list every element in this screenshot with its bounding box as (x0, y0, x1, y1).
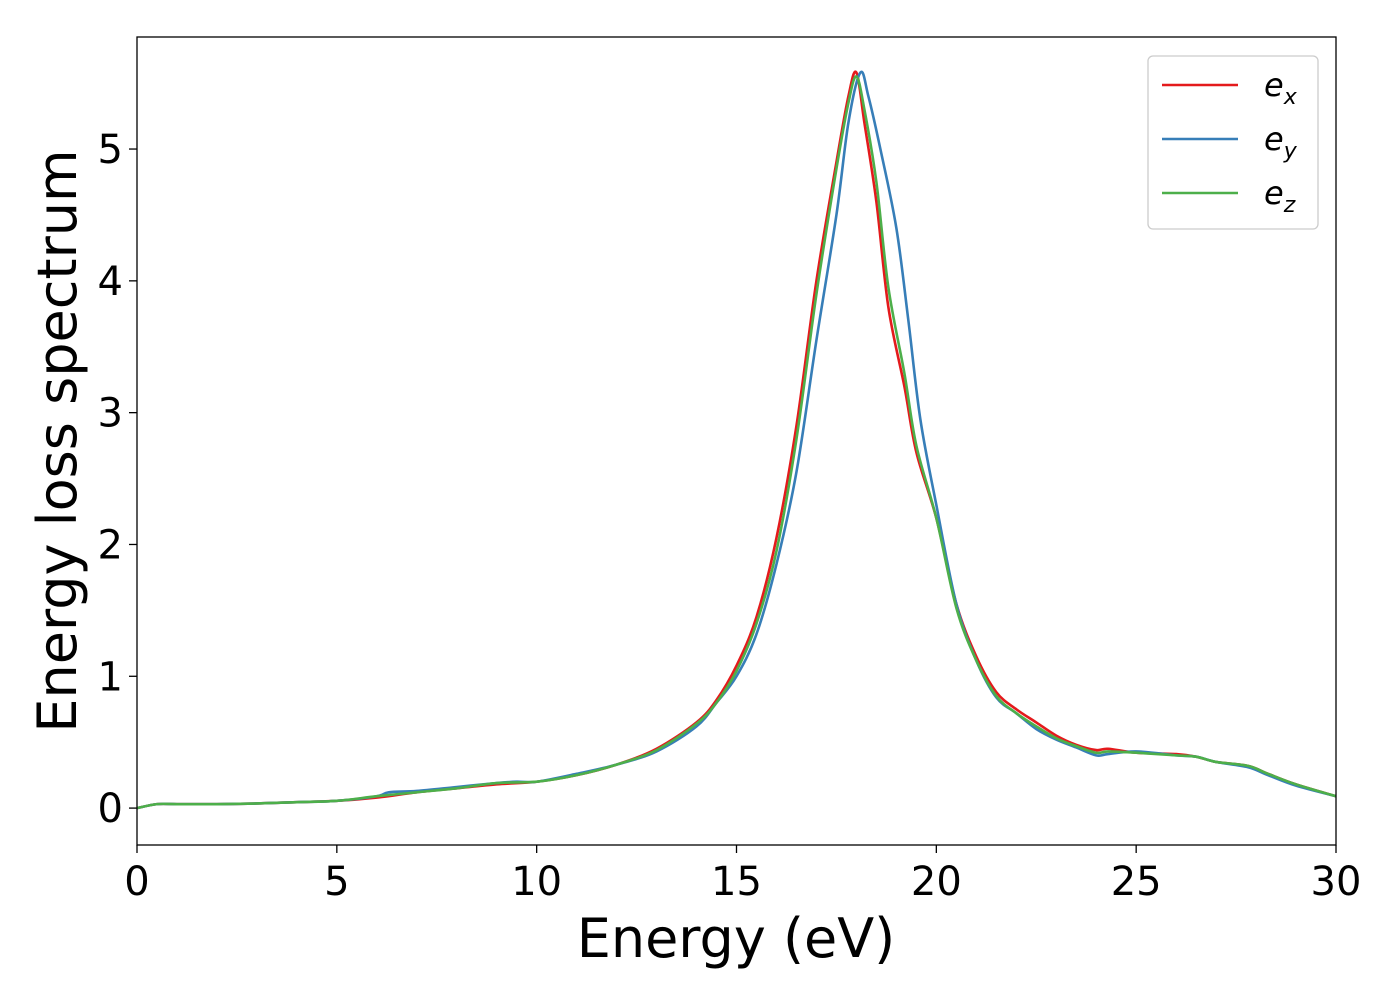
series-line-y (137, 70, 1336, 810)
y-tick-label: 5 (98, 127, 123, 173)
x-tick-label: 5 (324, 859, 349, 905)
x-tick-label: 30 (1311, 859, 1362, 905)
y-tick-label: 3 (98, 391, 123, 437)
x-tick-label: 20 (911, 859, 962, 905)
x-tick-label: 0 (124, 859, 149, 905)
x-tick-label: 25 (1111, 859, 1162, 905)
plot-background (137, 37, 1336, 845)
y-axis-ticks: 0 1 2 3 4 5 (98, 127, 137, 832)
series-layer (137, 70, 1336, 810)
x-axis-ticks: 0 5 10 15 20 25 30 (124, 845, 1361, 905)
y-axis-title: Energy loss spectrum (26, 149, 89, 732)
y-tick-label: 4 (98, 259, 123, 305)
x-axis-title: Energy (eV) (577, 907, 896, 970)
x-tick-label: 10 (511, 859, 562, 905)
legend-box (1147, 55, 1319, 230)
y-tick-label: 2 (98, 522, 123, 568)
series-line-z (137, 75, 1336, 810)
y-tick-label: 1 (98, 654, 123, 700)
x-tick-label: 15 (711, 859, 762, 905)
y-tick-label: 0 (98, 786, 123, 832)
